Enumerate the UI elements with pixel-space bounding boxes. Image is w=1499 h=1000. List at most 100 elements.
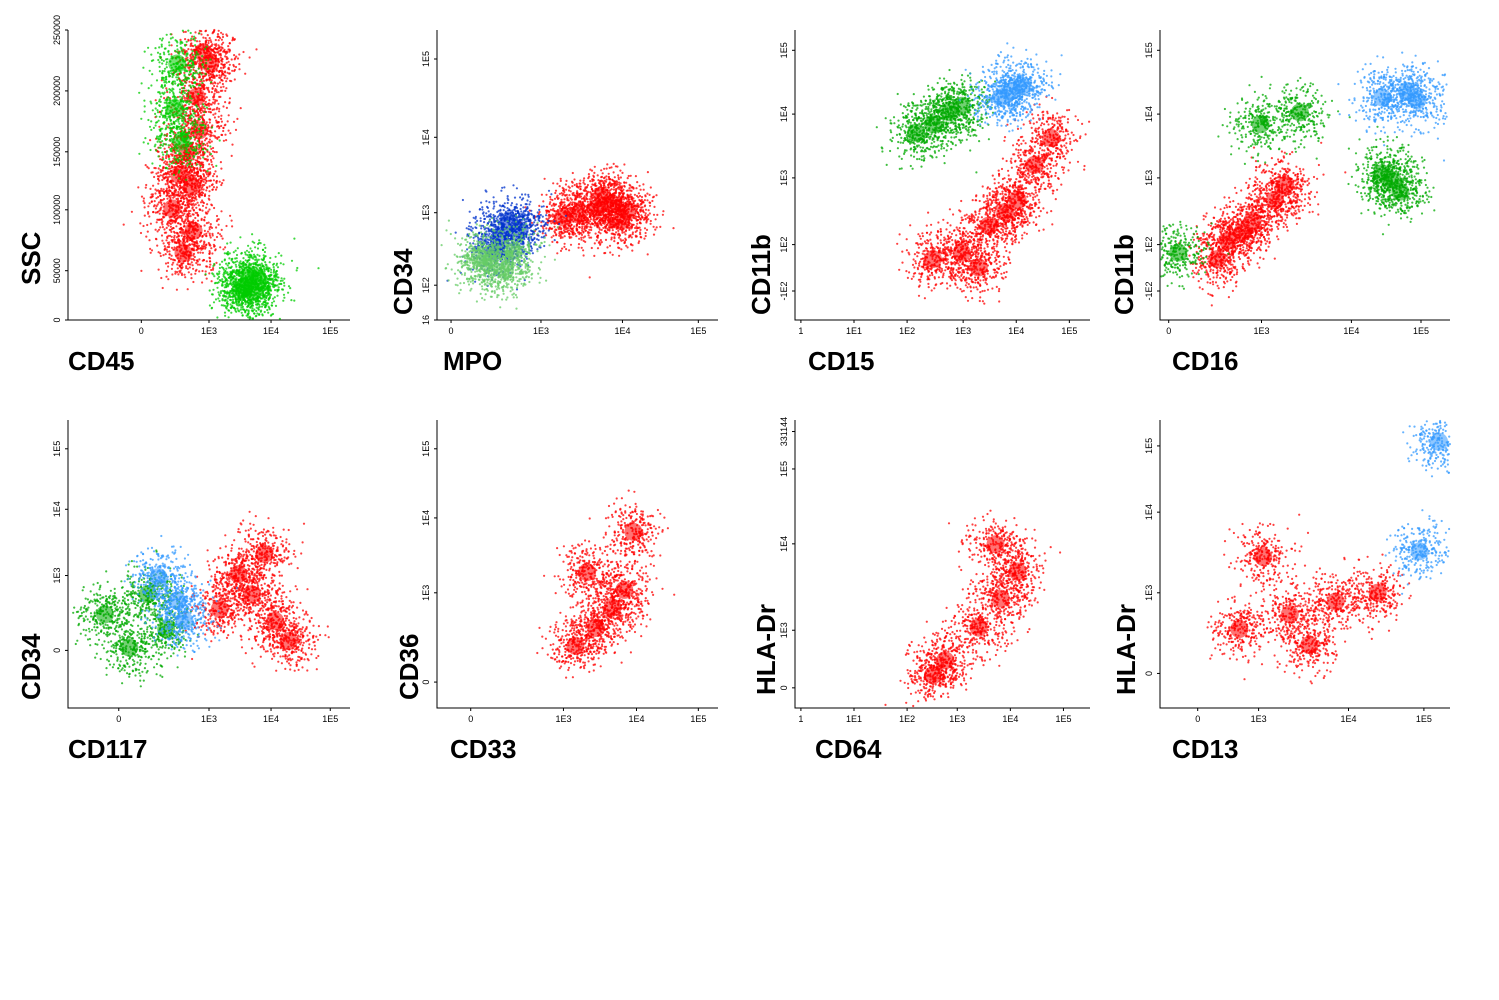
data-point (220, 184, 222, 186)
data-point (162, 199, 164, 201)
data-point (244, 73, 246, 75)
data-point (233, 251, 235, 253)
data-point (161, 133, 163, 135)
data-point (189, 97, 191, 99)
data-point (296, 269, 298, 271)
data-point (264, 301, 266, 303)
data-point (177, 119, 179, 121)
data-point (192, 264, 194, 266)
data-point (230, 283, 232, 285)
data-point (276, 279, 278, 281)
data-point (186, 241, 188, 243)
data-point (170, 180, 172, 182)
data-point (220, 125, 222, 127)
data-point (249, 296, 251, 298)
data-point (252, 258, 254, 260)
data-point (167, 225, 169, 227)
data-point (211, 103, 213, 105)
data-point (155, 99, 157, 101)
data-point (205, 244, 207, 246)
data-point (157, 111, 159, 113)
data-point (225, 295, 227, 297)
data-point (233, 295, 235, 297)
data-point (237, 292, 239, 294)
data-point (233, 121, 235, 123)
data-point (204, 139, 206, 141)
data-point (157, 155, 159, 157)
data-point (168, 154, 170, 156)
data-point (586, 213, 588, 215)
data-point (203, 114, 205, 116)
data-point (171, 88, 173, 90)
data-point (230, 242, 232, 244)
data-point (188, 127, 190, 129)
data-point (226, 62, 228, 64)
data-point (184, 276, 186, 278)
data-point (206, 186, 208, 188)
data-point (161, 240, 163, 242)
data-point (205, 270, 207, 272)
data-point (171, 255, 173, 257)
data-point (264, 247, 266, 249)
data-point (212, 102, 214, 104)
data-point (185, 197, 187, 199)
data-point (199, 58, 201, 60)
data-point (235, 250, 237, 252)
data-point (166, 98, 168, 100)
data-point (221, 70, 223, 72)
data-point (188, 180, 190, 182)
data-point (202, 75, 204, 77)
data-point (198, 161, 200, 163)
data-point (193, 253, 195, 255)
data-point (195, 269, 197, 271)
data-point (164, 107, 166, 109)
data-point (176, 232, 178, 234)
data-point (200, 73, 202, 75)
data-point (269, 275, 271, 277)
data-point (168, 253, 170, 255)
data-point (158, 46, 160, 48)
data-point (172, 166, 174, 168)
data-point (645, 209, 647, 211)
data-point (209, 121, 211, 123)
data-point (176, 48, 178, 50)
data-point (174, 239, 176, 241)
data-point (183, 111, 185, 113)
data-point (150, 129, 152, 131)
data-point (205, 59, 207, 61)
data-point (196, 79, 198, 81)
data-point (144, 215, 146, 217)
data-point (200, 136, 202, 138)
data-point (170, 258, 172, 260)
data-point (209, 139, 211, 141)
data-point (165, 134, 167, 136)
data-point (168, 158, 170, 160)
x-tick-label: 1E3 (201, 326, 217, 336)
data-point (189, 175, 191, 177)
data-point (214, 116, 216, 118)
data-point (224, 252, 226, 254)
data-point (192, 85, 194, 87)
data-point (188, 163, 190, 165)
data-point (231, 144, 233, 146)
data-point (198, 270, 200, 272)
data-point (208, 242, 210, 244)
data-point (207, 175, 209, 177)
data-point (175, 225, 177, 227)
data-point (215, 182, 217, 184)
data-point (179, 266, 181, 268)
data-point (183, 158, 185, 160)
data-point (179, 152, 181, 154)
data-point (194, 182, 196, 184)
data-point (219, 267, 221, 269)
data-point (159, 213, 161, 215)
data-point (224, 75, 226, 77)
data-point (185, 104, 187, 106)
data-point (209, 260, 211, 262)
data-point (185, 31, 187, 33)
data-point (246, 309, 248, 311)
data-point (191, 36, 193, 38)
data-point (174, 149, 176, 151)
data-point (281, 288, 283, 290)
data-point (184, 85, 186, 87)
